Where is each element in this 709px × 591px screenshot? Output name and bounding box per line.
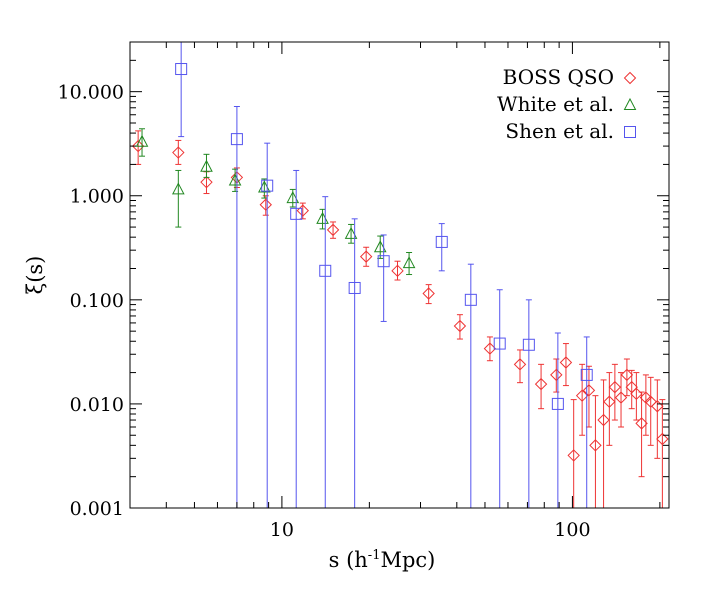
diamond-point <box>259 198 272 211</box>
triangle-point <box>228 173 242 186</box>
series-diamond <box>131 130 669 508</box>
legend-diamond-marker <box>623 71 637 85</box>
legend-square-marker <box>624 126 636 138</box>
x-tick-label: 100 <box>554 519 590 541</box>
diamond-point <box>200 175 213 189</box>
diamond-point <box>483 342 497 355</box>
y-tick-label: 10.000 <box>58 82 124 104</box>
legend: BOSS QSO White et al. Shen et al. <box>497 65 637 143</box>
triangle-point <box>402 256 416 269</box>
diamond-point <box>534 377 548 391</box>
legend-label: White et al. <box>497 92 614 116</box>
legend-label: BOSS QSO <box>503 65 614 89</box>
square-point <box>435 235 448 248</box>
square-point <box>175 63 188 76</box>
diamond-point <box>172 146 185 159</box>
square-point <box>493 337 506 350</box>
plot-frame <box>129 41 670 509</box>
square-point <box>522 338 535 351</box>
tick-labels: 10 100 0.001 0.010 0.100 1.000 10.000 <box>58 82 591 541</box>
diamond-point <box>567 449 580 462</box>
square-point <box>261 179 274 192</box>
triangle-point <box>373 240 387 253</box>
square-point <box>348 281 361 294</box>
plot-content <box>131 42 669 508</box>
triangle-point <box>344 226 358 239</box>
y-axis-title: ξ(s) <box>23 256 47 295</box>
diamond-point <box>453 319 467 333</box>
y-tick-label: 0.001 <box>70 498 124 520</box>
series-square <box>175 42 593 508</box>
triangle-point <box>135 134 149 147</box>
y-tick-label: 0.010 <box>70 394 124 416</box>
diamond-point <box>575 389 589 402</box>
diamond-point <box>326 223 340 237</box>
square-point <box>551 397 564 410</box>
legend-triangle-marker <box>623 97 637 110</box>
triangle-point <box>286 190 300 204</box>
square-point <box>464 293 477 306</box>
diamond-point <box>639 391 653 404</box>
legend-label: Shen et al. <box>505 119 614 143</box>
triangle-point <box>200 159 213 172</box>
diamond-point <box>603 395 616 408</box>
diamond-point <box>656 432 669 446</box>
diamond-point <box>635 417 648 430</box>
diamond-point <box>550 368 563 382</box>
diamond-point <box>513 358 527 371</box>
diamond-point <box>620 368 634 382</box>
square-point <box>580 368 593 381</box>
y-tick-label: 1.000 <box>70 186 124 208</box>
diamond-point <box>391 264 404 278</box>
square-point <box>230 133 243 146</box>
diamond-point <box>589 439 602 452</box>
diamond-point <box>608 380 622 394</box>
x-tick-label: 10 <box>270 519 294 541</box>
x-axis-title: s (h-1Mpc) <box>329 548 436 572</box>
diamond-point <box>582 384 596 397</box>
square-point <box>319 264 332 277</box>
diamond-point <box>422 287 435 300</box>
square-point <box>290 207 303 220</box>
square-point <box>377 255 390 268</box>
diamond-point <box>644 395 657 408</box>
diamond-point <box>597 413 610 427</box>
y-tick-label: 0.100 <box>70 290 124 312</box>
diamond-point <box>359 250 373 263</box>
diamond-point <box>559 356 573 369</box>
axis-ticks <box>129 41 669 509</box>
triangle-point <box>171 182 185 195</box>
